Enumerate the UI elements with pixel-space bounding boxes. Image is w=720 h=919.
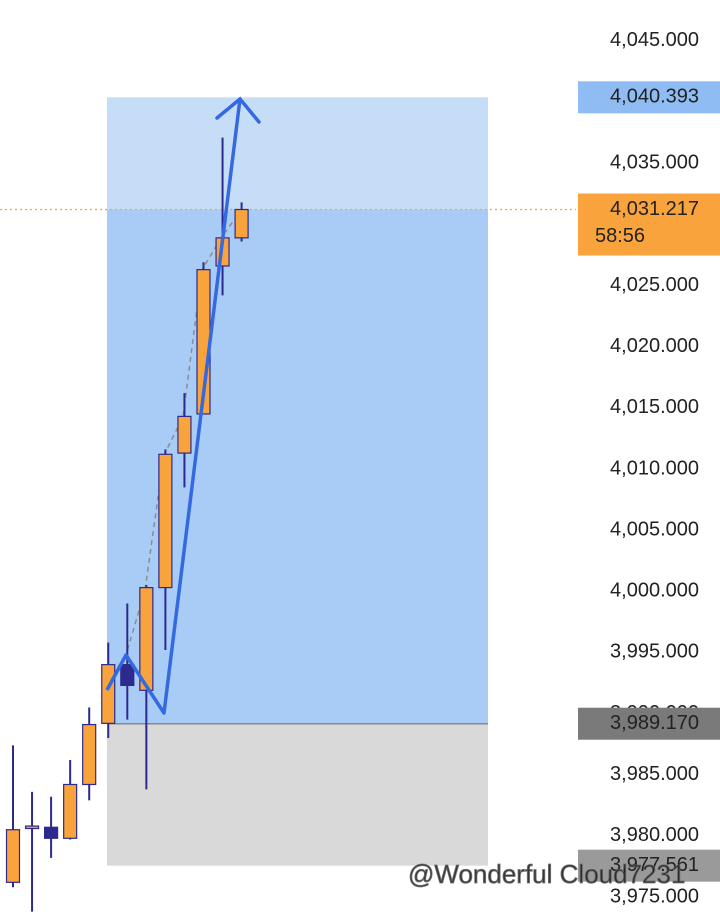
loss-zone (107, 723, 488, 866)
countdown: 58:56 (595, 225, 645, 247)
y-tick-label: 4,000.000 (610, 580, 699, 602)
watermark: @Wonderful Cloud7231 (408, 859, 685, 889)
candle-body (101, 664, 116, 724)
candle-body (82, 723, 97, 786)
stop-tag (578, 849, 720, 882)
y-tick-label: 3,975.000 (610, 885, 699, 907)
target-tag (578, 81, 720, 114)
y-tick-label: 4,010.000 (610, 457, 699, 479)
y-tick-label: 3,995.000 (610, 641, 699, 663)
candle-body (5, 829, 21, 883)
candle-body (234, 208, 249, 239)
entry-label: 3,989.170 (610, 712, 699, 734)
target-zone (107, 97, 488, 210)
entry-tag (578, 707, 720, 740)
y-tick-label: 4,035.000 (610, 152, 699, 174)
y-tick-label: 4,020.000 (610, 335, 699, 357)
y-tick-label: 4,025.000 (610, 274, 699, 296)
candle-body (139, 586, 154, 691)
y-tick-label: 4,005.000 (610, 518, 699, 540)
candle-body (43, 826, 59, 839)
stop-label: 3,977.561 (610, 854, 699, 876)
y-tick-label: 4,045.000 (610, 29, 699, 51)
candle-body (24, 825, 40, 830)
candle-body (63, 783, 78, 839)
y-tick-label: 3,980.000 (610, 824, 699, 846)
y-tick-label: 4,015.000 (610, 396, 699, 418)
candle-body (120, 664, 135, 687)
target-label: 4,040.393 (610, 86, 699, 108)
current-label: 4,031.217 (610, 198, 699, 220)
y-tick-label: 3,985.000 (610, 763, 699, 785)
candle-body (158, 453, 173, 589)
candle-body (177, 415, 192, 454)
arrow-head (215, 96, 261, 124)
current-tag (578, 193, 720, 256)
arrow (105, 98, 242, 715)
guide-line (106, 211, 241, 691)
